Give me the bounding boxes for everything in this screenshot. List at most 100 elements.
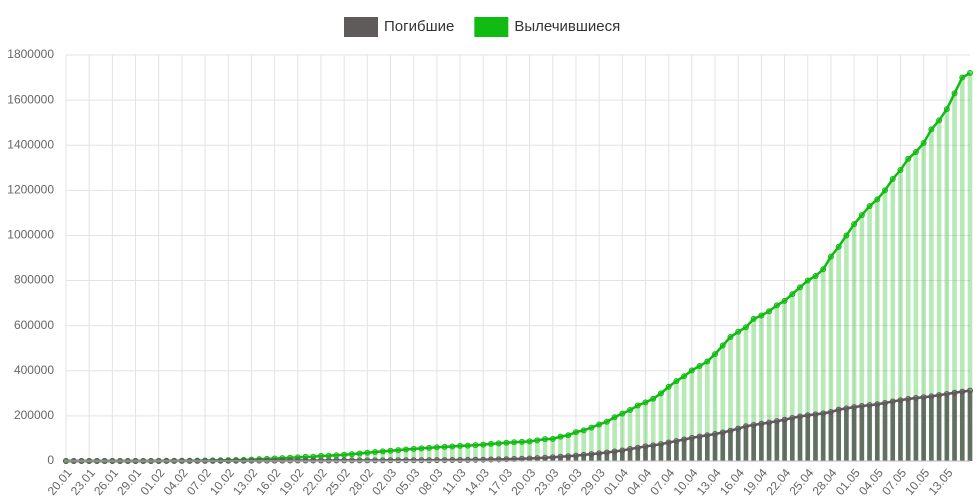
bar xyxy=(426,447,432,461)
bar xyxy=(457,445,463,461)
bar xyxy=(797,416,803,461)
point xyxy=(781,297,788,304)
point xyxy=(735,425,742,432)
point xyxy=(557,433,564,440)
x-tick-label: 01.05 xyxy=(833,466,863,498)
point xyxy=(325,457,332,464)
bar xyxy=(372,452,378,461)
point xyxy=(943,390,950,397)
point xyxy=(920,394,927,401)
y-tick-label: 0 xyxy=(47,453,54,467)
bar xyxy=(480,444,486,461)
bar xyxy=(589,454,594,461)
point xyxy=(511,456,518,463)
point xyxy=(596,421,603,428)
point xyxy=(472,442,479,449)
bar xyxy=(527,441,532,461)
bar xyxy=(952,392,957,461)
bar xyxy=(844,235,849,461)
point xyxy=(866,402,873,409)
point xyxy=(928,126,935,133)
bar xyxy=(380,451,386,461)
point xyxy=(835,243,842,250)
point xyxy=(812,273,819,280)
bar xyxy=(751,425,756,461)
bar xyxy=(419,448,424,461)
bar xyxy=(542,439,548,461)
bar xyxy=(666,386,671,461)
point xyxy=(704,358,711,365)
bar xyxy=(411,448,417,461)
bar xyxy=(704,435,710,461)
bar xyxy=(681,439,687,461)
point xyxy=(812,411,819,418)
point xyxy=(688,367,695,374)
bar xyxy=(558,436,563,461)
point xyxy=(928,393,935,400)
point xyxy=(441,443,448,450)
point xyxy=(549,454,556,461)
point xyxy=(897,397,904,404)
bar xyxy=(596,453,602,461)
point xyxy=(441,457,448,464)
bar xyxy=(959,391,965,461)
bar xyxy=(782,300,787,461)
x-tick-label: 07.02 xyxy=(184,466,214,498)
bar xyxy=(735,331,741,461)
bar xyxy=(643,446,648,461)
point xyxy=(580,451,587,458)
point xyxy=(341,457,348,464)
bar xyxy=(820,413,826,461)
point xyxy=(789,414,796,421)
point xyxy=(402,457,409,464)
bar xyxy=(944,109,950,461)
x-tick-label: 02.03 xyxy=(369,466,399,498)
point xyxy=(348,457,355,464)
bar xyxy=(929,396,934,461)
y-tick-label: 1200000 xyxy=(7,183,54,197)
point xyxy=(464,456,471,463)
point xyxy=(518,438,525,445)
point xyxy=(549,435,556,442)
bar xyxy=(619,450,625,461)
point xyxy=(487,440,494,447)
bar xyxy=(697,366,702,461)
x-tick-label: 16.04 xyxy=(717,466,747,498)
x-tick-label: 01.04 xyxy=(601,466,631,498)
bar xyxy=(604,421,610,461)
bar xyxy=(681,376,687,461)
bar xyxy=(905,158,911,461)
bar xyxy=(828,256,834,461)
bar xyxy=(604,452,610,461)
bar xyxy=(388,450,393,461)
point xyxy=(742,324,749,331)
x-tick-label: 22.02 xyxy=(300,466,330,498)
x-tick-label: 25.02 xyxy=(323,466,353,498)
bar xyxy=(612,451,617,461)
bar xyxy=(743,426,749,461)
bar xyxy=(751,318,756,461)
point xyxy=(820,266,827,273)
bar xyxy=(898,400,903,461)
bar xyxy=(596,424,602,461)
point xyxy=(912,394,919,401)
point xyxy=(789,291,796,298)
point xyxy=(866,203,873,210)
x-tick-label: 13.02 xyxy=(230,466,260,498)
point xyxy=(712,431,719,438)
bar xyxy=(658,444,664,461)
point xyxy=(379,448,386,455)
point xyxy=(619,410,626,417)
x-tick-label: 08.03 xyxy=(416,466,446,498)
point xyxy=(827,409,834,416)
point xyxy=(858,403,865,410)
bar xyxy=(913,397,919,461)
point xyxy=(851,404,858,411)
bar xyxy=(898,170,903,462)
bar xyxy=(851,224,857,461)
bar xyxy=(589,427,594,461)
point xyxy=(634,444,641,451)
x-tick-label: 04.05 xyxy=(856,466,886,498)
point xyxy=(572,452,579,459)
point xyxy=(766,308,773,315)
